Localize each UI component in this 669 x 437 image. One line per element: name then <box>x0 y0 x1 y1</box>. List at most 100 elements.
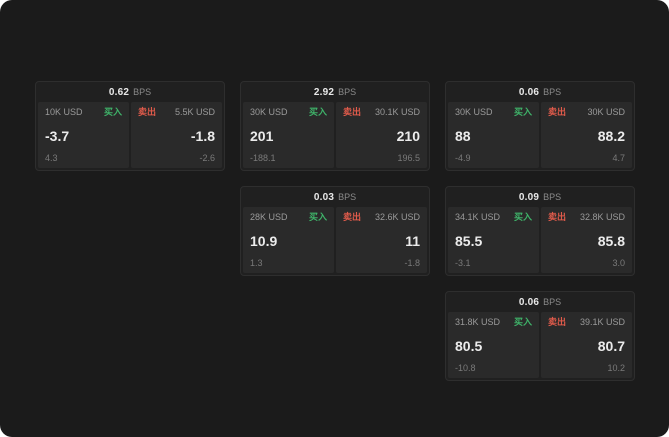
sell-top-row: 卖出 5.5K USD <box>138 107 215 118</box>
buy-change: -188.1 <box>250 153 276 163</box>
bps-unit: BPS <box>133 87 152 97</box>
sell-size: 32.8K USD <box>579 212 625 222</box>
buy-side-label: 买入 <box>513 317 532 327</box>
buy-side-label: 买入 <box>308 107 327 117</box>
sell-panel[interactable]: 卖出 30K USD 88.2 4.7 <box>541 102 632 168</box>
bps-value: 0.62 <box>108 86 130 98</box>
bps-value: 0.09 <box>518 191 540 203</box>
sell-panel[interactable]: 卖出 32.8K USD 85.8 3.0 <box>541 207 632 273</box>
sell-side-label: 卖出 <box>548 107 567 117</box>
quote-card: 0.03 BPS 28K USD 买入 10.9 1.3 卖出 32.6K US… <box>240 186 430 276</box>
bps-value: 0.03 <box>313 191 335 203</box>
bps-value: 0.06 <box>518 86 540 98</box>
buy-price: 80.5 <box>455 337 483 354</box>
sell-side-label: 卖出 <box>343 107 362 117</box>
bps-unit: BPS <box>338 192 357 202</box>
sell-change: -1.8 <box>404 258 420 268</box>
buy-size: 30K USD <box>250 107 288 117</box>
buy-change: -4.9 <box>455 153 471 163</box>
bps-value: 0.06 <box>518 296 540 308</box>
buy-price: 10.9 <box>250 232 278 249</box>
sell-panel[interactable]: 卖出 5.5K USD -1.8 -2.6 <box>131 102 222 168</box>
sell-change: 3.0 <box>612 258 625 268</box>
buy-top-row: 34.1K USD 买入 <box>455 212 532 223</box>
sell-price: 210 <box>396 127 420 144</box>
quote-card: 0.06 BPS 30K USD 买入 88 -4.9 卖出 30K USD <box>445 81 635 171</box>
buy-price: 88 <box>455 127 471 144</box>
bps-header: 2.92 BPS <box>241 82 429 102</box>
sell-side-label: 卖出 <box>548 212 567 222</box>
buy-size: 10K USD <box>45 107 83 117</box>
buy-panel[interactable]: 30K USD 买入 201 -188.1 <box>243 102 334 168</box>
buy-top-row: 31.8K USD 买入 <box>455 317 532 328</box>
buy-panel[interactable]: 28K USD 买入 10.9 1.3 <box>243 207 334 273</box>
quote-panels: 30K USD 买入 88 -4.9 卖出 30K USD 88.2 4.7 <box>446 102 634 170</box>
sell-price: 85.8 <box>597 232 625 249</box>
buy-size: 31.8K USD <box>455 317 501 327</box>
sell-price: 11 <box>405 232 420 249</box>
sell-top-row: 卖出 30.1K USD <box>343 107 420 118</box>
buy-side-label: 买入 <box>103 107 122 117</box>
buy-side-label: 买入 <box>513 212 532 222</box>
sell-side-label: 卖出 <box>138 107 157 117</box>
sell-top-row: 卖出 32.8K USD <box>548 212 625 223</box>
buy-size: 28K USD <box>250 212 288 222</box>
buy-top-row: 28K USD 买入 <box>250 212 327 223</box>
bps-unit: BPS <box>543 192 562 202</box>
sell-size: 5.5K USD <box>174 107 215 117</box>
sell-top-row: 卖出 32.6K USD <box>343 212 420 223</box>
quote-panels: 30K USD 买入 201 -188.1 卖出 30.1K USD 210 1… <box>241 102 429 170</box>
buy-top-row: 10K USD 买入 <box>45 107 122 118</box>
sell-panel[interactable]: 卖出 32.6K USD 11 -1.8 <box>336 207 427 273</box>
buy-top-row: 30K USD 买入 <box>250 107 327 118</box>
buy-price: 201 <box>250 127 274 144</box>
quote-card: 0.62 BPS 10K USD 买入 -3.7 4.3 卖出 5.5K USD <box>35 81 225 171</box>
bps-unit: BPS <box>543 87 562 97</box>
buy-side-label: 买入 <box>308 212 327 222</box>
sell-size: 39.1K USD <box>579 317 625 327</box>
sell-top-row: 卖出 30K USD <box>548 107 625 118</box>
quote-card: 0.06 BPS 31.8K USD 买入 80.5 -10.8 卖出 39.1… <box>445 291 635 381</box>
quote-panels: 34.1K USD 买入 85.5 -3.1 卖出 32.8K USD 85.8… <box>446 207 634 275</box>
buy-change: 4.3 <box>45 153 58 163</box>
sell-change: 10.2 <box>607 363 625 373</box>
quote-card: 0.09 BPS 34.1K USD 买入 85.5 -3.1 卖出 32.8K… <box>445 186 635 276</box>
bps-header: 0.06 BPS <box>446 82 634 102</box>
quotes-grid: 0.62 BPS 10K USD 买入 -3.7 4.3 卖出 5.5K USD <box>35 81 635 381</box>
sell-size: 30K USD <box>587 107 625 117</box>
bps-header: 0.62 BPS <box>36 82 224 102</box>
sell-top-row: 卖出 39.1K USD <box>548 317 625 328</box>
bps-header: 0.06 BPS <box>446 292 634 312</box>
buy-top-row: 30K USD 买入 <box>455 107 532 118</box>
buy-size: 34.1K USD <box>455 212 501 222</box>
quote-panels: 10K USD 买入 -3.7 4.3 卖出 5.5K USD -1.8 -2.… <box>36 102 224 170</box>
buy-side-label: 买入 <box>513 107 532 117</box>
buy-price: 85.5 <box>455 232 483 249</box>
quote-panels: 28K USD 买入 10.9 1.3 卖出 32.6K USD 11 -1.8 <box>241 207 429 275</box>
bps-unit: BPS <box>338 87 357 97</box>
sell-panel[interactable]: 卖出 39.1K USD 80.7 10.2 <box>541 312 632 378</box>
sell-panel[interactable]: 卖出 30.1K USD 210 196.5 <box>336 102 427 168</box>
sell-size: 30.1K USD <box>374 107 420 117</box>
sell-price: 88.2 <box>597 127 625 144</box>
bps-header: 0.09 BPS <box>446 187 634 207</box>
sell-change: -2.6 <box>199 153 215 163</box>
sell-change: 196.5 <box>397 153 420 163</box>
bps-value: 2.92 <box>313 86 335 98</box>
buy-change: -10.8 <box>455 363 476 373</box>
sell-price: -1.8 <box>190 127 215 144</box>
buy-price: -3.7 <box>45 127 70 144</box>
buy-panel[interactable]: 31.8K USD 买入 80.5 -10.8 <box>448 312 539 378</box>
quote-panels: 31.8K USD 买入 80.5 -10.8 卖出 39.1K USD 80.… <box>446 312 634 380</box>
sell-price: 80.7 <box>597 337 625 354</box>
buy-panel[interactable]: 30K USD 买入 88 -4.9 <box>448 102 539 168</box>
bps-unit: BPS <box>543 297 562 307</box>
sell-side-label: 卖出 <box>548 317 567 327</box>
buy-size: 30K USD <box>455 107 493 117</box>
sell-side-label: 卖出 <box>343 212 362 222</box>
sell-change: 4.7 <box>612 153 625 163</box>
buy-change: -3.1 <box>455 258 471 268</box>
buy-panel[interactable]: 10K USD 买入 -3.7 4.3 <box>38 102 129 168</box>
buy-panel[interactable]: 34.1K USD 买入 85.5 -3.1 <box>448 207 539 273</box>
